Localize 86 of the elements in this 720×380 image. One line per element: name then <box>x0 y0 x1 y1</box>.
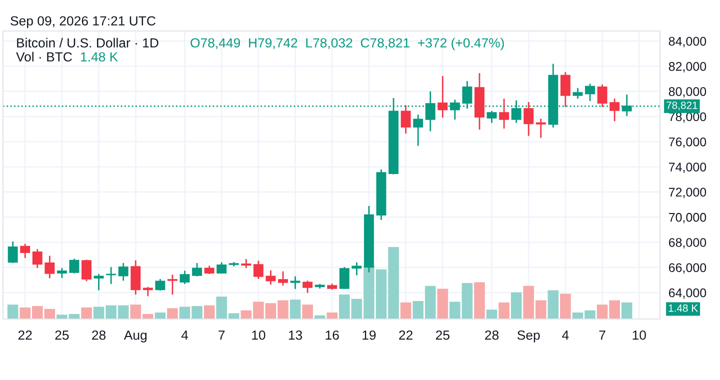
x-tick-label: 4 <box>181 330 188 340</box>
bar <box>81 307 92 319</box>
bar <box>326 312 338 319</box>
bar <box>154 312 166 319</box>
candlestick <box>94 273 104 291</box>
candlestick <box>278 270 288 286</box>
text: Sep 09, 2026 17:21 UTC <box>10 16 156 28</box>
candlestick <box>180 270 190 285</box>
y-tick-label: 84,000 <box>668 36 706 48</box>
candlestick <box>253 260 264 280</box>
y-tick-label: 70,000 <box>668 212 706 224</box>
candlestick <box>20 243 30 259</box>
candlestick <box>572 87 583 100</box>
y-tick-label: 72,000 <box>668 188 706 198</box>
candlestick <box>486 110 497 124</box>
candlestick <box>167 274 178 296</box>
candlestick <box>266 270 276 286</box>
x-tick-label: 10 <box>632 330 646 340</box>
bar <box>621 302 632 319</box>
bar <box>204 305 215 319</box>
x-tick-label: 22 <box>18 330 32 340</box>
candlestick <box>118 262 128 282</box>
candlestick <box>524 101 534 137</box>
chart-subtitle: O78,449 H79,742 L78,032 C78,821 +372 (+0.47%) <box>190 38 504 50</box>
bar <box>510 292 522 319</box>
chart-title: Vol · BTC <box>16 52 72 62</box>
x-tick-label: 28 <box>485 330 499 340</box>
candlestick <box>462 80 472 110</box>
candlestick <box>536 118 546 139</box>
candlestick <box>192 262 202 278</box>
bar <box>167 308 178 319</box>
x-tick-label: 19 <box>362 330 376 340</box>
candlestick <box>8 240 18 264</box>
bar <box>486 310 498 319</box>
x-tick-label: 10 <box>252 330 266 340</box>
bar <box>560 294 571 319</box>
x-tick-label: Aug <box>124 330 147 342</box>
text: 1.48 K <box>668 304 698 312</box>
candlestick <box>302 280 313 294</box>
x-tick-label: 13 <box>288 330 302 340</box>
x-tick-label: 28 <box>92 330 106 340</box>
chart-title: Bitcoin / U.S. Dollar · 1D <box>17 38 158 48</box>
ref-line-label: 78,821 <box>666 102 698 110</box>
bar <box>400 302 412 319</box>
x-tick-label: 22 <box>399 330 412 340</box>
x-tick-label: 4 <box>562 330 569 340</box>
candlestick <box>82 259 92 282</box>
bar <box>437 288 448 319</box>
bar <box>548 290 559 319</box>
bar <box>290 300 301 319</box>
x-tick-label: 7 <box>218 330 225 340</box>
candlestick <box>32 248 42 269</box>
bar <box>302 304 313 319</box>
bar <box>7 304 18 319</box>
x-tick-label: 7 <box>599 330 606 340</box>
x-tick-label: 16 <box>326 330 339 340</box>
candlestick <box>339 266 350 290</box>
candlestick <box>56 267 67 279</box>
candlestick <box>142 286 153 297</box>
y-tick-label: 64,000 <box>668 288 706 299</box>
candlestick <box>155 278 166 292</box>
candlestick <box>413 114 424 147</box>
candlestick <box>438 75 448 118</box>
x-tick-label: 25 <box>436 330 450 340</box>
y-tick-label: 82,000 <box>668 62 706 72</box>
x-tick-label: 25 <box>55 330 69 340</box>
candlestick <box>400 104 411 134</box>
bar <box>474 282 485 319</box>
y-tick-label: 76,000 <box>668 137 706 148</box>
y-tick-label: 80,000 <box>668 87 706 98</box>
candlestick <box>352 262 362 276</box>
candlestick <box>69 258 80 274</box>
candlestick <box>44 255 55 280</box>
annotation: 1.48 K <box>81 52 118 62</box>
candlestick <box>610 98 620 122</box>
x-tick-label: Sep <box>517 330 540 342</box>
candlestick <box>499 98 510 130</box>
y-tick-label: 66,000 <box>668 263 706 274</box>
candlestick <box>597 84 608 108</box>
bar <box>498 302 510 319</box>
candlestick <box>130 260 141 296</box>
candlestick <box>560 71 570 108</box>
candlestick <box>290 276 300 290</box>
y-tick-label: 68,000 <box>668 238 706 248</box>
y-tick-label: 74,000 <box>668 162 706 173</box>
candlestick <box>585 83 595 102</box>
